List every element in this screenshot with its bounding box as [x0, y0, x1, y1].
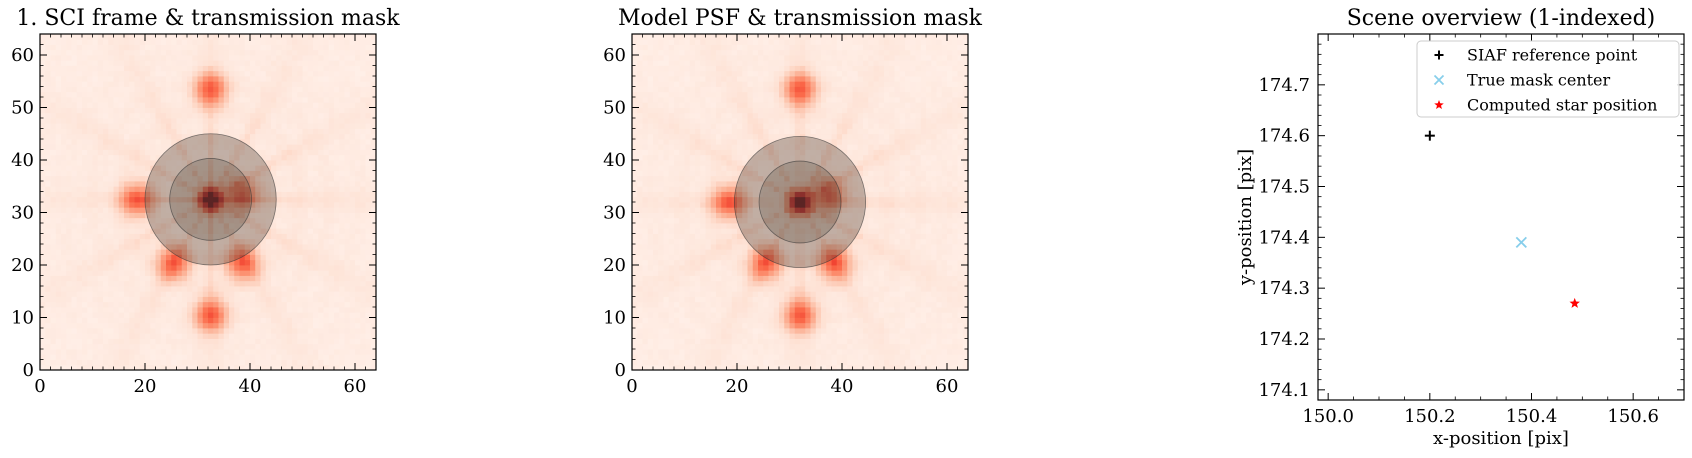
- y-tick-label: 30: [11, 203, 34, 224]
- x-tick-label: 150.2: [1404, 406, 1456, 427]
- sci-frame-panel: 0 20 40 60 0 10 20 30 40 50 60 1. SCI frame & trans…: [11, 6, 400, 397]
- y-tick-label: 40: [603, 150, 626, 171]
- y-tick-label: 174.1: [1258, 380, 1310, 401]
- panel-title: 1. SCI frame & transmission mask: [16, 6, 400, 31]
- legend-marker-plus: [1434, 50, 1444, 60]
- y-tick-label: 0: [615, 360, 626, 381]
- y-tick-label: 30: [603, 203, 626, 224]
- y-tick-label: 20: [11, 255, 34, 276]
- x-tick-label: 20: [134, 376, 157, 397]
- legend-marker-star: [1434, 100, 1444, 110]
- legend-box: [1416, 40, 1680, 118]
- mask-ring-0: [144, 133, 277, 266]
- model-psf-panel: 0 20 40 60 0 10 20 30 40 50 60 Model PSF & transmis…: [603, 6, 983, 397]
- x-tick-label: 0: [34, 376, 45, 397]
- x-tick-label: 40: [239, 376, 262, 397]
- y-axis-label: y-position [pix]: [1235, 149, 1256, 286]
- heatmap-image: [40, 34, 377, 371]
- data-point-plus: [1424, 130, 1435, 141]
- y-tick-label: 174.3: [1258, 278, 1310, 299]
- x-tick-label: 60: [344, 376, 367, 397]
- y-tick-label: 60: [603, 45, 626, 66]
- mask-ring-1: [758, 160, 842, 244]
- y-tick-label: 50: [603, 98, 626, 119]
- x-tick-label: 60: [936, 376, 959, 397]
- x-tick-label: 150.6: [1607, 406, 1659, 427]
- x-tick-label: 0: [626, 376, 637, 397]
- y-tick-label: 174.2: [1258, 329, 1310, 350]
- y-tick-label: 60: [11, 45, 34, 66]
- y-tick-label: 174.6: [1258, 126, 1310, 147]
- mask-ring-1: [169, 158, 252, 241]
- y-tick-label: 174.4: [1258, 227, 1310, 248]
- y-tick-label: 174.7: [1258, 75, 1310, 96]
- y-tick-label: 10: [603, 308, 626, 329]
- legend-label: True mask center: [1467, 71, 1611, 90]
- y-tick-label: 40: [11, 150, 34, 171]
- data-point-star: [1569, 297, 1580, 308]
- mask-ring-0: [733, 135, 867, 269]
- x-tick-label: 150.0: [1302, 406, 1354, 427]
- panel-title: Model PSF & transmission mask: [618, 6, 983, 31]
- legend-label: Computed star position: [1467, 96, 1657, 115]
- legend-marker-x: [1433, 74, 1445, 86]
- legend-label: SIAF reference point: [1467, 46, 1638, 65]
- y-tick-label: 20: [603, 255, 626, 276]
- y-tick-label: 50: [11, 98, 34, 119]
- legend: SIAF reference point True mask center Comp…: [1416, 40, 1680, 118]
- y-tick-label: 10: [11, 308, 34, 329]
- scene-overview-panel: 150.0 150.2 150.4 150.6 174.1 174.2 174.3 174.4…: [1235, 6, 1685, 449]
- x-tick-label: 20: [726, 376, 749, 397]
- data-point-x: [1515, 236, 1527, 249]
- panel-title: Scene overview (1-indexed): [1347, 6, 1656, 31]
- x-tick-label: 150.4: [1506, 406, 1558, 427]
- x-tick-label: 40: [831, 376, 854, 397]
- y-tick-label: 174.5: [1258, 177, 1310, 198]
- x-axis-label: x-position [pix]: [1433, 428, 1569, 449]
- y-tick-label: 0: [23, 360, 34, 381]
- heatmap-image: [632, 34, 969, 371]
